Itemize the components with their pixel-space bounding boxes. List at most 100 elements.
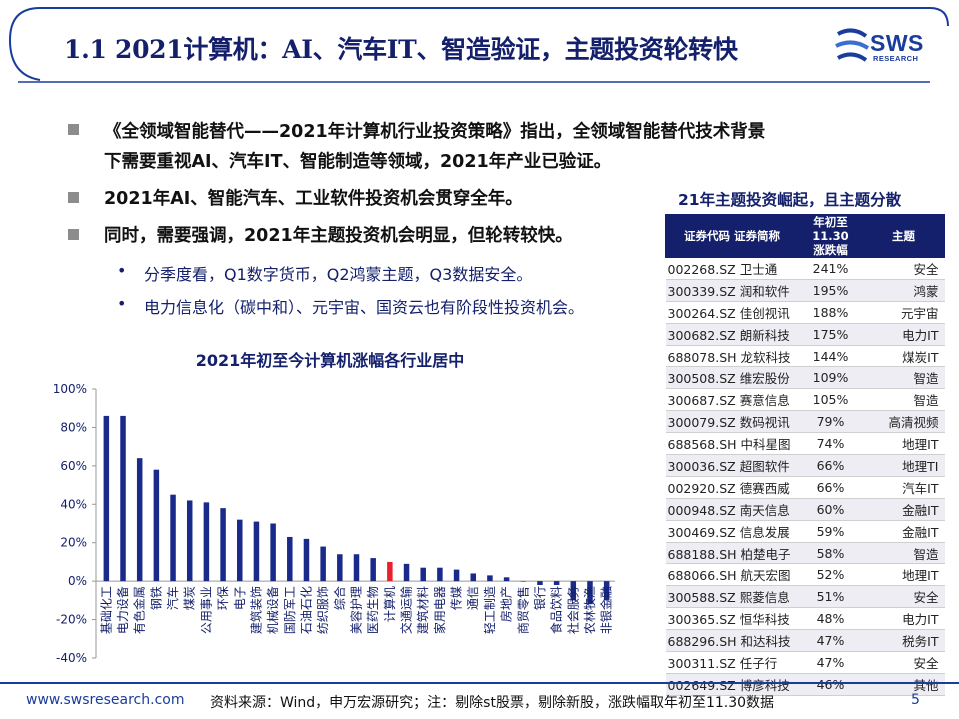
cell-code: 688078.SH xyxy=(667,349,737,365)
bullet-text: 《全领域智能替代——2021年计算机行业投资策略》指出，全领域智能替代技术背景 xyxy=(104,122,766,142)
cell-change: 48% xyxy=(798,607,863,631)
bullet-text: 下需要重视AI、汽车IT、智能制造等领域，2021年产业已验证。 xyxy=(104,152,612,172)
cell-theme: 安全 xyxy=(862,585,945,609)
cell-change: 175% xyxy=(798,323,863,346)
cell-code-name: 300588.SZ 熙菱信息 xyxy=(665,585,799,609)
x-category-label: 美容护理 xyxy=(349,586,364,634)
bullet-square-icon xyxy=(68,229,79,240)
bar-21 xyxy=(453,569,460,582)
cell-change: 105% xyxy=(798,388,863,412)
cell-change: 58% xyxy=(798,542,863,565)
cell-change: 52% xyxy=(798,563,863,587)
cell-change: 47% xyxy=(798,629,863,653)
table-header-row: 证券代码 证券简称 年初至11.30 涨跌幅 主题 xyxy=(665,214,945,258)
cell-name: 数码视讯 xyxy=(739,415,790,431)
footer-source-note: 资料来源：Wind，申万宏源研究；注：剔除st股票，剔除新股，涨跌幅取年初至11… xyxy=(210,695,775,711)
footer-url[interactable]: www.swsresearch.com xyxy=(26,692,185,708)
sws-logo-icon xyxy=(835,28,870,62)
cell-name: 和达科技 xyxy=(740,634,791,650)
logo-subtext: RESEARCH xyxy=(873,54,919,63)
cell-code-name: 300682.SZ 朗新科技 xyxy=(665,323,799,346)
table-row: 002268.SZ 卫士通 241% 安全 xyxy=(665,257,945,280)
header-change: 年初至11.30 涨跌幅 xyxy=(798,214,863,258)
sws-logo: SWS RESEARCH xyxy=(832,24,944,74)
x-category-label: 家用电器 xyxy=(432,586,447,634)
cell-theme: 高清视频 xyxy=(862,410,945,434)
cell-code: 688296.SH xyxy=(667,634,737,650)
bar-15 xyxy=(353,554,360,582)
cell-name: 熙菱信息 xyxy=(739,590,790,606)
cell-theme: 安全 xyxy=(862,257,945,280)
cell-code: 300687.SZ xyxy=(667,393,736,409)
cell-change: 79% xyxy=(798,410,863,434)
x-category-label: 传媒 xyxy=(449,586,464,610)
cell-change: 66% xyxy=(798,454,863,477)
x-category-label: 交通运输 xyxy=(399,586,414,634)
cell-theme: 电力IT xyxy=(862,323,945,346)
y-tick-label: -40% xyxy=(56,651,87,665)
cell-theme: 其他 xyxy=(862,673,945,696)
cell-code-name: 300311.SZ 任子行 xyxy=(665,651,799,674)
cell-code-name: 002268.SZ 卫士通 xyxy=(665,257,799,280)
x-category-label: 公用事业 xyxy=(199,586,213,634)
table-row: 002649.SZ 博彦科技 46% 其他 xyxy=(665,673,945,696)
header-code-name: 证券代码 证券简称 xyxy=(665,214,799,258)
chart-title: 2021年初至今计算机涨幅各行业居中 xyxy=(195,351,465,370)
cell-code: 002268.SZ xyxy=(667,261,736,277)
x-category-label: 国防军工 xyxy=(282,586,297,634)
header-frame xyxy=(8,7,949,83)
cell-change: 51% xyxy=(798,585,863,609)
cell-theme: 鸿蒙 xyxy=(862,279,945,302)
cell-name: 维宏股份 xyxy=(739,371,790,387)
bar-8 xyxy=(237,519,243,582)
y-tick-label: 100% xyxy=(53,382,87,396)
x-category-label: 建筑材料 xyxy=(415,586,430,634)
x-category-label: 商贸零售 xyxy=(515,586,530,634)
table-row: 300588.SZ 熙菱信息 51% 安全 xyxy=(665,585,945,609)
cell-theme: 税务IT xyxy=(862,629,945,653)
x-category-label: 煤炭 xyxy=(183,586,197,610)
cell-name: 南天信息 xyxy=(739,502,790,518)
bar-6 xyxy=(203,502,210,582)
sub-bullet-dot-icon: • xyxy=(117,294,127,313)
cell-code-name: 300687.SZ 赛意信息 xyxy=(665,388,799,412)
cell-name: 任子行 xyxy=(739,655,778,671)
cell-code: 300508.SZ xyxy=(667,371,736,387)
table-row: 300311.SZ 任子行 47% 安全 xyxy=(665,651,945,674)
cell-theme: 元宇宙 xyxy=(862,301,945,324)
y-tick-label: 60% xyxy=(60,459,87,473)
bar-30 xyxy=(603,581,610,601)
bar-12 xyxy=(303,538,310,582)
cell-code-name: 688066.SH 航天宏图 xyxy=(665,563,799,587)
x-category-label: 非银金融 xyxy=(599,586,614,634)
table-row: 300365.SZ 恒华科技 48% 电力IT xyxy=(665,607,945,631)
x-category-label: 食品饮料 xyxy=(549,586,564,634)
cell-code-name: 002920.SZ 德赛西威 xyxy=(665,476,799,499)
cell-name: 中科星图 xyxy=(740,437,791,453)
cell-name: 赛意信息 xyxy=(739,393,790,409)
cell-theme: 地理TI xyxy=(862,454,945,477)
y-tick-label: 80% xyxy=(60,420,87,434)
bar-24 xyxy=(503,577,510,582)
cell-code-name: 688296.SH 和达科技 xyxy=(665,629,799,653)
table-row: 300036.SZ 超图软件 66% 地理TI xyxy=(665,454,945,477)
cell-theme: 智造 xyxy=(862,542,945,565)
x-category-label: 综合 xyxy=(332,586,347,610)
bullet-text: 2021年AI、智能汽车、工业软件投资机会贯穿全年。 xyxy=(104,189,523,209)
bar-13 xyxy=(320,546,326,582)
header-theme: 主题 xyxy=(862,214,945,258)
bar-22 xyxy=(470,573,476,582)
x-category-label: 医药生物 xyxy=(366,586,380,634)
bar-27 xyxy=(553,581,560,585)
table-row: 002920.SZ 德赛西威 66% 汽车IT xyxy=(665,476,945,499)
cell-code: 300036.SZ xyxy=(667,458,736,474)
y-tick-label: 20% xyxy=(60,536,87,550)
x-category-label: 汽车 xyxy=(165,586,180,610)
cell-code-name: 300079.SZ 数码视讯 xyxy=(665,410,799,434)
cell-name: 信息发展 xyxy=(739,524,790,540)
bar-1 xyxy=(120,415,126,582)
cell-name: 润和软件 xyxy=(739,283,790,299)
cell-name: 佳创视讯 xyxy=(739,305,790,321)
table-row: 300339.SZ 润和软件 195% 鸿蒙 xyxy=(665,279,945,302)
theme-stock-table: 证券代码 证券简称 年初至11.30 涨跌幅 主题 002268.SZ 卫士通 24… xyxy=(665,214,945,696)
